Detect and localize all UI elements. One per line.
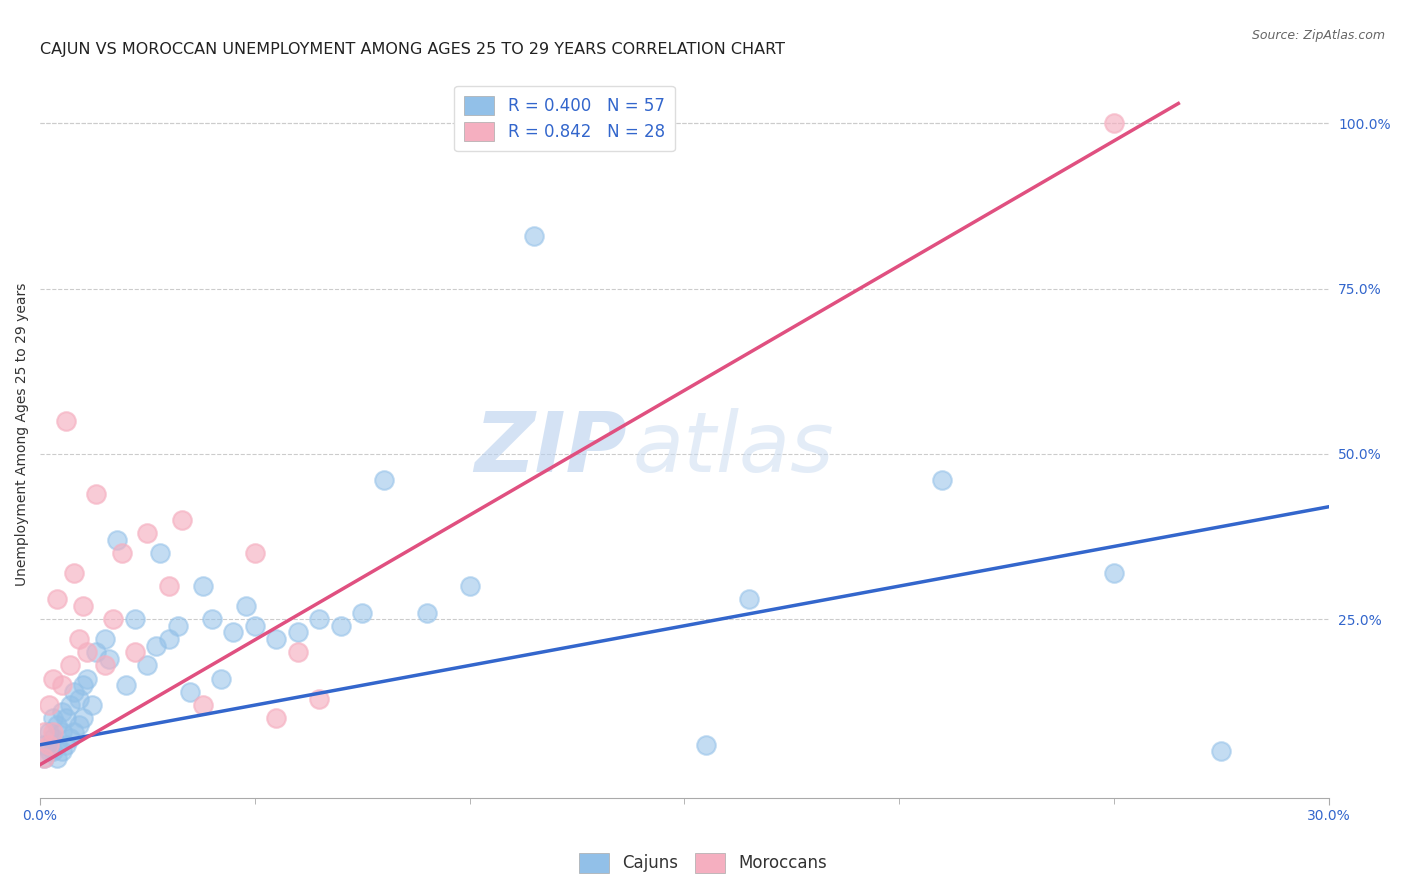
Point — [63, 566, 86, 580]
Point — [287, 645, 309, 659]
Point — [145, 639, 167, 653]
Point — [80, 698, 103, 712]
Point — [46, 738, 69, 752]
Point — [97, 652, 120, 666]
Point — [72, 599, 94, 613]
Point — [59, 731, 82, 746]
Point — [38, 738, 60, 752]
Point — [266, 632, 288, 646]
Point — [373, 473, 395, 487]
Point — [101, 612, 124, 626]
Point — [46, 592, 69, 607]
Point — [34, 751, 56, 765]
Point — [34, 724, 56, 739]
Point — [201, 612, 224, 626]
Point — [63, 685, 86, 699]
Point — [1211, 744, 1233, 758]
Point — [115, 678, 138, 692]
Point — [72, 711, 94, 725]
Point — [42, 672, 65, 686]
Point — [42, 724, 65, 739]
Point — [38, 724, 60, 739]
Point — [84, 486, 107, 500]
Point — [72, 678, 94, 692]
Point — [55, 738, 77, 752]
Point — [107, 533, 129, 547]
Point — [124, 645, 146, 659]
Point — [235, 599, 257, 613]
Legend: R = 0.400   N = 57, R = 0.842   N = 28: R = 0.400 N = 57, R = 0.842 N = 28 — [454, 86, 675, 152]
Point — [931, 473, 953, 487]
Point — [193, 579, 215, 593]
Point — [84, 645, 107, 659]
Point — [111, 546, 134, 560]
Y-axis label: Unemployment Among Ages 25 to 29 years: Unemployment Among Ages 25 to 29 years — [15, 283, 30, 586]
Point — [1102, 566, 1125, 580]
Point — [222, 625, 245, 640]
Point — [193, 698, 215, 712]
Point — [266, 711, 288, 725]
Point — [59, 658, 82, 673]
Point — [157, 579, 180, 593]
Point — [243, 546, 266, 560]
Point — [51, 678, 73, 692]
Text: atlas: atlas — [633, 409, 835, 489]
Point — [243, 619, 266, 633]
Point — [67, 718, 90, 732]
Text: ZIP: ZIP — [474, 409, 627, 489]
Point — [308, 691, 330, 706]
Point — [124, 612, 146, 626]
Point — [329, 619, 352, 633]
Point — [166, 619, 188, 633]
Point — [695, 738, 717, 752]
Point — [46, 751, 69, 765]
Point — [42, 711, 65, 725]
Point — [63, 724, 86, 739]
Point — [523, 228, 546, 243]
Point — [136, 658, 159, 673]
Point — [55, 414, 77, 428]
Point — [209, 672, 232, 686]
Point — [51, 724, 73, 739]
Point — [1102, 116, 1125, 130]
Point — [34, 751, 56, 765]
Point — [76, 645, 98, 659]
Point — [46, 718, 69, 732]
Point — [308, 612, 330, 626]
Point — [67, 691, 90, 706]
Point — [76, 672, 98, 686]
Point — [458, 579, 481, 593]
Point — [157, 632, 180, 646]
Point — [59, 698, 82, 712]
Point — [149, 546, 172, 560]
Point — [38, 698, 60, 712]
Text: Source: ZipAtlas.com: Source: ZipAtlas.com — [1251, 29, 1385, 42]
Point — [42, 744, 65, 758]
Point — [42, 731, 65, 746]
Point — [34, 738, 56, 752]
Point — [738, 592, 761, 607]
Point — [179, 685, 201, 699]
Point — [51, 705, 73, 719]
Point — [67, 632, 90, 646]
Point — [352, 606, 374, 620]
Point — [415, 606, 437, 620]
Point — [170, 513, 193, 527]
Point — [287, 625, 309, 640]
Point — [93, 632, 115, 646]
Text: CAJUN VS MOROCCAN UNEMPLOYMENT AMONG AGES 25 TO 29 YEARS CORRELATION CHART: CAJUN VS MOROCCAN UNEMPLOYMENT AMONG AGE… — [41, 42, 785, 57]
Legend: Cajuns, Moroccans: Cajuns, Moroccans — [572, 847, 834, 880]
Point — [136, 526, 159, 541]
Point — [93, 658, 115, 673]
Point — [38, 744, 60, 758]
Point — [55, 711, 77, 725]
Point — [51, 744, 73, 758]
